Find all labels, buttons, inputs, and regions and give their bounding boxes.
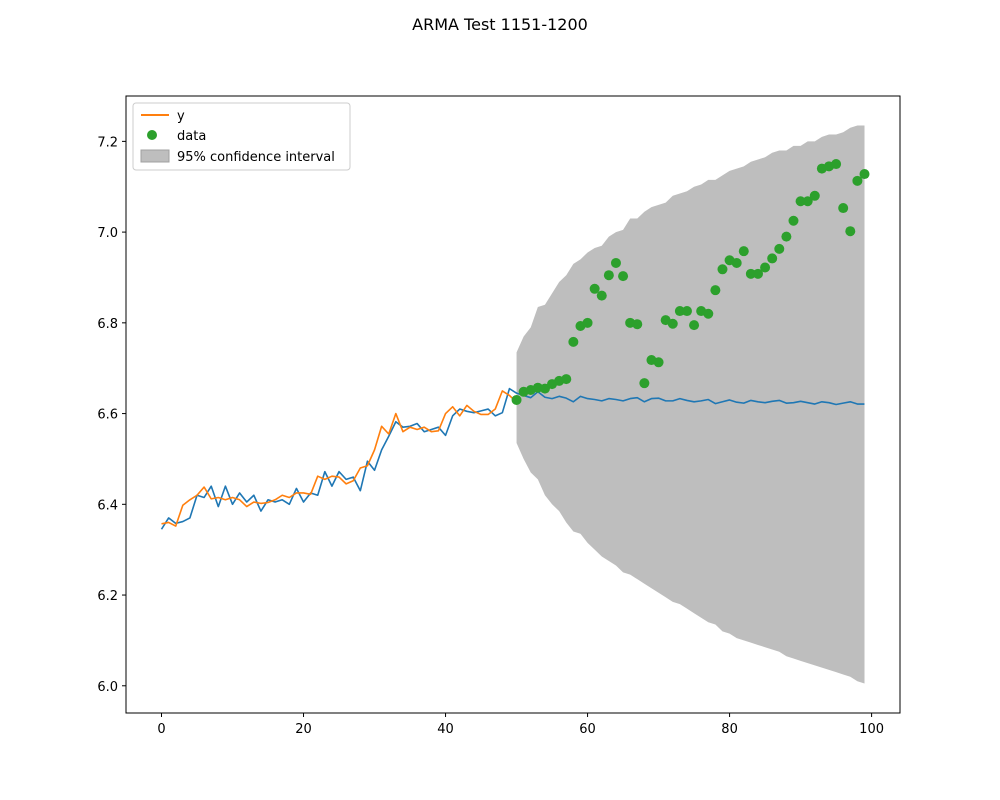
x-tick-label: 80 xyxy=(721,722,738,737)
confidence-interval-layer xyxy=(516,125,865,684)
data-point xyxy=(710,285,721,296)
data-point xyxy=(667,318,678,329)
data-point xyxy=(781,231,792,242)
plot-area xyxy=(160,125,870,684)
x-tick-label: 20 xyxy=(295,722,312,737)
chart-title: ARMA Test 1151-1200 xyxy=(412,15,588,34)
x-tick-label: 60 xyxy=(579,722,596,737)
data-point xyxy=(561,374,572,385)
fitted-series-line xyxy=(160,387,865,530)
data-point xyxy=(681,306,692,317)
x-tick-label: 0 xyxy=(157,722,165,737)
data-point xyxy=(717,264,728,275)
data-point xyxy=(618,271,629,282)
x-tick-label: 40 xyxy=(437,722,454,737)
y-tick-label: 7.2 xyxy=(97,135,118,150)
legend-ci-label: 95% confidence interval xyxy=(177,150,335,165)
y-axis-ticks: 6.0 6.2 6.4 6.6 6.8 7.0 7.2 xyxy=(97,135,126,695)
data-point xyxy=(703,308,714,319)
data-point xyxy=(752,268,763,279)
confidence-interval-band xyxy=(516,125,865,684)
x-tick-label: 100 xyxy=(859,722,884,737)
data-point xyxy=(788,215,799,226)
y-tick-label: 6.4 xyxy=(97,498,118,513)
data-point xyxy=(639,378,650,389)
data-point xyxy=(731,257,742,268)
y-tick-label: 6.6 xyxy=(97,408,118,423)
data-point xyxy=(610,257,621,268)
data-point xyxy=(838,203,849,214)
legend-box xyxy=(132,102,351,171)
data-point xyxy=(582,317,593,328)
y-tick-label: 6.2 xyxy=(97,589,118,604)
data-point xyxy=(774,243,785,254)
x-axis-ticks: 0 20 40 60 80 100 xyxy=(157,713,884,737)
data-point xyxy=(596,290,607,301)
legend: y data 95% confidence interval xyxy=(132,102,351,171)
data-point xyxy=(767,253,778,264)
data-point xyxy=(589,283,600,294)
data-point xyxy=(831,159,842,170)
data-point xyxy=(674,306,685,317)
y-tick-label: 7.0 xyxy=(97,226,118,241)
data-point xyxy=(738,246,749,257)
data-point xyxy=(603,270,614,281)
data-point xyxy=(539,383,550,394)
y-series-line xyxy=(161,390,518,527)
y-tick-label: 6.0 xyxy=(97,680,118,695)
legend-ci-swatch xyxy=(140,149,170,163)
axes-frame xyxy=(125,95,901,714)
data-point xyxy=(809,190,820,201)
data-point xyxy=(653,357,664,368)
data-point xyxy=(511,394,522,405)
data-point xyxy=(689,320,700,331)
data-point xyxy=(845,226,856,237)
y-tick-label: 6.8 xyxy=(97,317,118,332)
data-point xyxy=(802,196,813,207)
data-point xyxy=(568,336,579,347)
data-point xyxy=(852,175,863,186)
legend-data-swatch xyxy=(147,130,157,140)
data-point xyxy=(745,268,756,279)
data-point xyxy=(760,262,771,273)
data-point xyxy=(632,319,643,330)
lines-layer xyxy=(160,387,865,530)
legend-data-label: data xyxy=(177,129,206,144)
data-point xyxy=(795,196,806,207)
legend-y-label: y xyxy=(177,109,185,124)
data-points-layer xyxy=(511,159,870,405)
data-point xyxy=(859,169,870,180)
